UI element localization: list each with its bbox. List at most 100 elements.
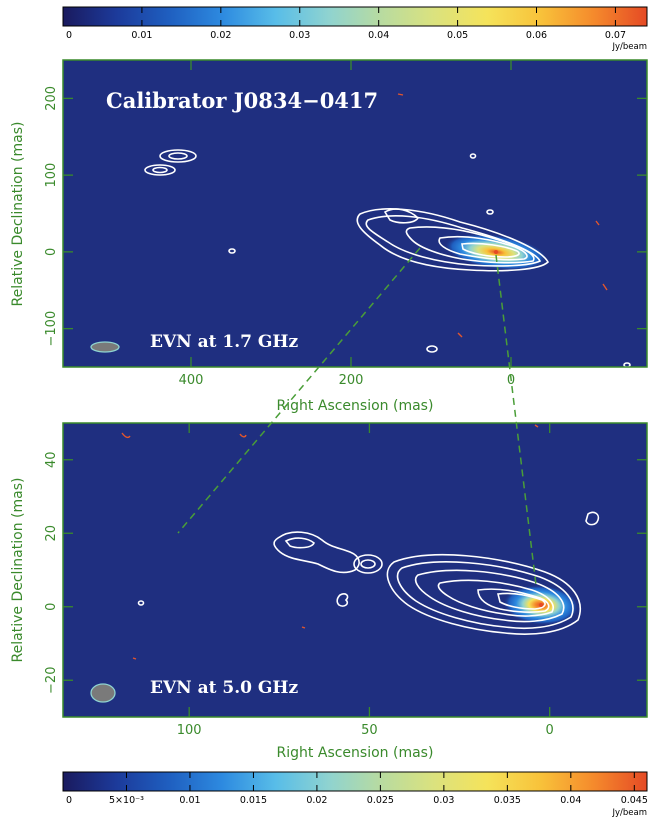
colorbar-tick-label: 0.01: [179, 795, 200, 806]
neg-contour-bottom-5: [132, 657, 137, 660]
colorbar-top-gradient: [62, 6, 648, 27]
contour-top-13: [486, 209, 494, 215]
connector-left: [177, 247, 421, 534]
beam-ellipse-bottom: [90, 683, 116, 703]
y-tick-label: 40: [44, 451, 59, 468]
neg-contour-top-2: [595, 220, 600, 226]
contour-top-1: [356, 208, 549, 272]
frame-top: [62, 59, 648, 368]
colorbar-top: 0 0.01 0.02 0.03 0.04 0.05 0.06 0.07 Jy/beam: [62, 6, 648, 52]
contour-top-10: [152, 166, 168, 174]
contours-bottom: [137, 511, 600, 635]
neg-contour-bottom-4: [301, 626, 306, 629]
map-image-bottom: [90, 424, 600, 703]
contour-bottom-2: [396, 561, 574, 630]
panel-5-0ghz: 100 50 0 40 20 0 −20 EVN at 5.0 GHz Right Asce…: [10, 422, 648, 761]
contour-top-2: [365, 215, 542, 267]
contour-bottom-4: [437, 579, 554, 617]
contour-top-7: [159, 149, 197, 163]
colorbar-tick-label: 0.03: [433, 795, 454, 806]
colorbar-tick-label: 0.04: [368, 30, 389, 41]
colorbar-tick-label: 0.025: [367, 795, 394, 806]
colorbar-tick-label: 0: [66, 30, 72, 41]
neg-contour-bottom-2: [239, 433, 247, 438]
y-tick-label: −100: [44, 311, 59, 347]
contour-top-14: [426, 345, 438, 353]
contours-top: [144, 149, 631, 367]
colorbar-tick-label: 5×10⁻³: [109, 795, 144, 806]
y-tick-label: 200: [44, 86, 59, 111]
colorbar-tick-label: 0.05: [447, 30, 468, 41]
ylabel-bottom: Relative Declination (mas): [10, 478, 26, 663]
neg-contour-top-4: [457, 332, 463, 338]
x-tick-label: 100: [177, 723, 202, 738]
contour-bottom-6: [497, 592, 546, 610]
xlabel-bottom: Right Ascension (mas): [277, 745, 434, 761]
contour-bottom-3: [414, 569, 565, 623]
neg-contour-top-3: [602, 283, 608, 291]
y-tick-label: 0: [44, 603, 59, 611]
neg-contour-bottom-3: [534, 424, 539, 428]
colorbar-tick-label: 0.03: [289, 30, 310, 41]
colorbar-bottom-unit: Jy/beam: [611, 808, 647, 818]
contour-bottom-8: [284, 537, 315, 549]
ticks-bottom: 100 50 0 40 20 0 −20: [44, 423, 647, 738]
connector-right: [495, 254, 537, 586]
colorbar-tick-label: 0.06: [526, 30, 547, 41]
frame-bottom: [62, 422, 648, 718]
contour-top-6: [383, 208, 420, 224]
contour-top-3: [405, 226, 535, 264]
contour-top-12: [469, 153, 477, 159]
x-tick-label: 400: [179, 373, 204, 388]
contour-top-5: [461, 242, 520, 258]
colorbar-top-unit: Jy/beam: [611, 42, 647, 52]
map-image-top: [90, 93, 631, 367]
colorbar-tick-label: 0.07: [605, 30, 626, 41]
y-tick-label: 0: [44, 248, 59, 256]
colorbar-tick-label: 0.035: [494, 795, 521, 806]
zoom-connectors: [177, 247, 537, 586]
ylabel-top: Relative Declination (mas): [10, 122, 26, 307]
neg-contour-top-1: [397, 93, 404, 96]
contour-bottom-7: [273, 531, 360, 574]
colorbar-tick-label: 0.02: [306, 795, 327, 806]
peak-marker-top: [494, 250, 498, 254]
colorbar-top-ticks: 0 0.01 0.02 0.03 0.04 0.05 0.06 0.07: [62, 7, 626, 41]
y-tick-label: 100: [44, 163, 59, 188]
colorbar-bottom-ticks: 0 5×10⁻³ 0.01 0.015 0.02 0.025 0.03 0.035 0.04 0.…: [62, 772, 648, 806]
contour-bottom-12: [585, 511, 600, 526]
contour-top-15: [623, 362, 631, 367]
annotation-bottom: EVN at 5.0 GHz: [150, 678, 298, 698]
contour-bottom-1: [386, 554, 581, 635]
neg-contour-bottom-1: [121, 432, 131, 439]
colorbar-tick-label: 0.015: [240, 795, 267, 806]
x-tick-label: 200: [339, 373, 364, 388]
colorbar-tick-label: 0: [66, 795, 72, 806]
contour-top-4: [438, 235, 528, 261]
annotation-top: EVN at 1.7 GHz: [150, 332, 298, 352]
colorbar-tick-label: 0.02: [210, 30, 231, 41]
y-tick-label: −20: [44, 667, 59, 694]
map-background-top: [63, 60, 647, 367]
contour-bottom-10: [360, 559, 376, 569]
contour-bottom-11: [336, 593, 349, 607]
y-tick-label: 20: [44, 525, 59, 542]
colorbar-tick-label: 0.045: [621, 795, 648, 806]
negative-contours-top: [397, 93, 608, 338]
contour-top-8: [168, 152, 188, 160]
title-top: Calibrator J0834−0417: [106, 88, 378, 113]
negative-contours-bottom: [121, 424, 539, 660]
contour-top-11: [228, 248, 236, 254]
colorbar-tick-label: 0.04: [560, 795, 581, 806]
contour-bottom-5: [477, 588, 550, 613]
colorbar-tick-label: 0.01: [131, 30, 152, 41]
x-tick-label: 50: [361, 723, 378, 738]
beam-ellipse-top: [90, 341, 120, 353]
xlabel-top: Right Ascension (mas): [277, 398, 434, 414]
contour-top-9: [144, 164, 176, 176]
colorbar-bottom: 0 5×10⁻³ 0.01 0.015 0.02 0.025 0.03 0.035 0.04 0.…: [62, 771, 648, 818]
contour-bottom-9: [353, 554, 383, 574]
contour-bottom-13: [137, 600, 145, 606]
